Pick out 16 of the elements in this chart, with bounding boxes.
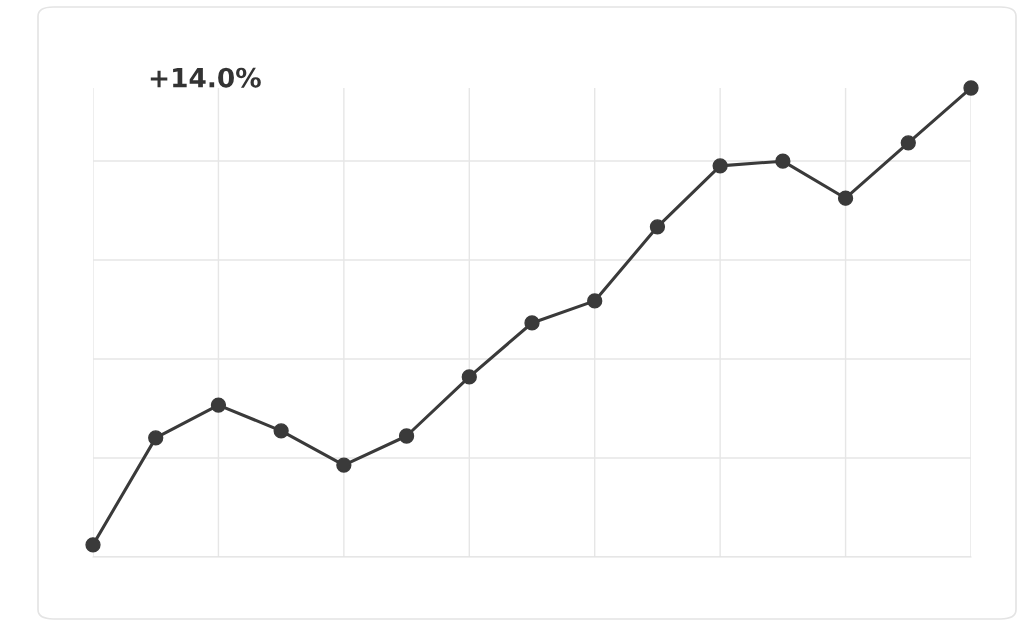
point [336, 457, 352, 473]
point [649, 219, 666, 235]
point [85, 537, 101, 553]
point [148, 430, 164, 446]
point [900, 135, 916, 151]
point [273, 423, 289, 439]
point [775, 153, 791, 169]
point [210, 397, 227, 413]
point [712, 158, 728, 174]
point [837, 190, 854, 206]
point [587, 293, 603, 309]
point [461, 369, 477, 385]
text: +14.0% [150, 67, 261, 88]
point [398, 428, 415, 444]
point [963, 80, 979, 96]
point [524, 315, 540, 331]
